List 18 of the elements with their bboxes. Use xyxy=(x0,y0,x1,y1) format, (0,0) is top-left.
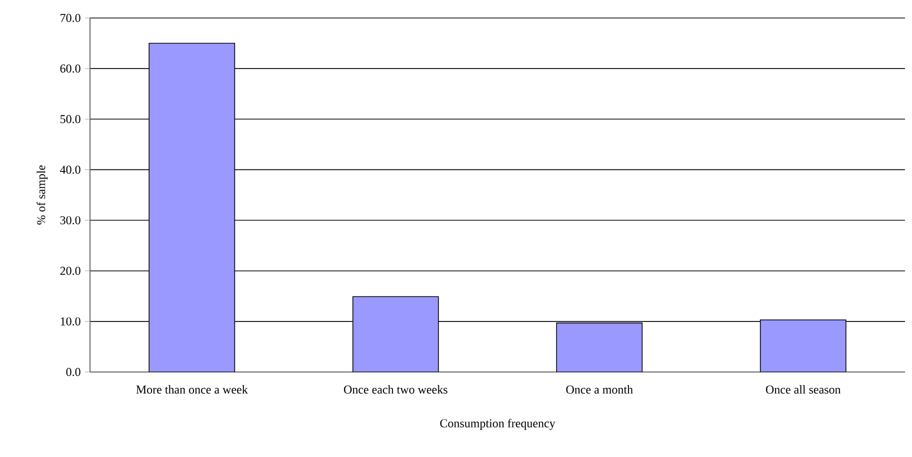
y-tick-label: 0.0 xyxy=(66,368,80,376)
y-tick-label: 70.0 xyxy=(60,14,80,22)
y-tick-label: 30.0 xyxy=(60,216,80,224)
x-tick-label: Once each two weeks xyxy=(344,385,448,394)
bar xyxy=(148,42,236,372)
y-axis-title: % of sample xyxy=(36,165,48,225)
y-tick-label: 10.0 xyxy=(60,317,80,326)
bar xyxy=(556,322,643,372)
y-tick-label: 20.0 xyxy=(60,266,80,275)
y-tick-label: 40.0 xyxy=(60,166,80,174)
bar xyxy=(352,296,439,372)
x-tick-label: Once a month xyxy=(566,385,633,394)
x-tick-label: More than once a week xyxy=(136,385,248,394)
y-tick-label: 50.0 xyxy=(60,115,80,124)
y-tick-label: 60.0 xyxy=(60,64,80,73)
bar xyxy=(760,320,846,372)
x-tick-label: Once all season xyxy=(766,385,841,394)
x-axis-title: Consumption frequency xyxy=(440,418,556,430)
